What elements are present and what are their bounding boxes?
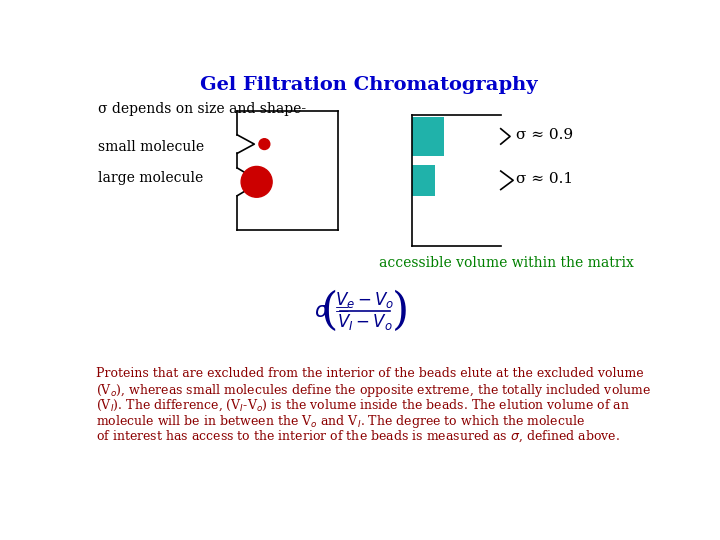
Text: large molecule: large molecule [98,171,203,185]
Text: (V$_o$), whereas small molecules define the opposite extreme, the totally includ: (V$_o$), whereas small molecules define … [96,382,652,399]
Text: Proteins that are excluded from the interior of the beads elute at the excluded : Proteins that are excluded from the inte… [96,367,644,380]
Text: (V$_I$). The difference, (V$_I$-V$_o$) is the volume inside the beads. The eluti: (V$_I$). The difference, (V$_I$-V$_o$) i… [96,397,630,413]
Text: σ depends on size and shape-: σ depends on size and shape- [98,102,306,116]
Text: small molecule: small molecule [98,140,204,154]
Text: (: ( [320,289,338,333]
Text: of interest has access to the interior of the beads is measured as $\sigma$, def: of interest has access to the interior o… [96,428,620,444]
Circle shape [241,166,272,197]
Text: accessible volume within the matrix: accessible volume within the matrix [379,256,634,270]
Text: molecule will be in between the V$_o$ and V$_I$. The degree to which the molecul: molecule will be in between the V$_o$ an… [96,413,585,430]
Bar [412,117,444,156]
Bar [412,165,435,195]
Text: $\sigma$: $\sigma$ [315,302,330,321]
Text: =: = [334,302,351,320]
Text: $V_e - V_o$: $V_e - V_o$ [336,291,395,310]
Text: σ ≈ 0.9: σ ≈ 0.9 [516,128,573,142]
Text: Gel Filtration Chromatography: Gel Filtration Chromatography [200,76,538,94]
Text: σ ≈ 0.1: σ ≈ 0.1 [516,172,573,186]
Circle shape [259,139,270,150]
Text: $V_I - V_o$: $V_I - V_o$ [337,312,393,332]
Text: ): ) [392,289,410,333]
